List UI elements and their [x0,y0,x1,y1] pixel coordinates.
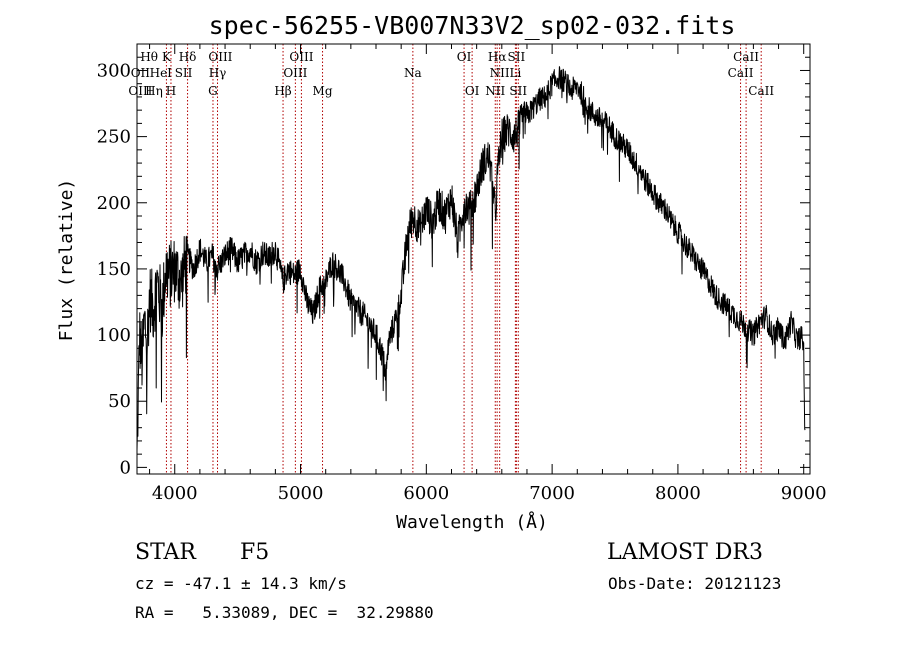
line-label-low-7: NII [485,84,505,98]
line-label-low-6: OI [465,84,480,98]
y-tick-label-2: 100 [97,325,131,346]
line-label-top-1: K [162,50,172,64]
x-tick-label-1: 5000 [278,483,324,504]
redshift-cz: cz = -47.1 ± 14.3 km/s [135,574,347,593]
y-tick-label-0: 0 [120,457,131,478]
x-axis-ticks: 4000 5000 6000 7000 8000 9000 [149,44,827,504]
line-label-low-5: Mg [313,84,333,98]
line-label-top-2: Hδ [179,50,197,64]
line-label-top-6: Hα [488,50,507,64]
survey-name: LAMOST DR3 [607,540,763,565]
y-tick-label-1: 50 [108,391,131,412]
x-tick-label-0: 4000 [152,483,198,504]
y-tick-label-6: 300 [97,60,131,81]
line-label-low-4: Hβ [274,84,291,98]
y-axis-ticks: 0 50 100 150 200 250 300 [97,56,810,478]
line-label-top-4: OIII [289,50,313,64]
object-class: STAR [135,540,196,565]
line-label-top-7: SII [508,50,526,64]
line-label-low-1: Hη [145,84,163,98]
x-tick-label-5: 9000 [781,483,827,504]
line-label-top-3: OIII [208,50,232,64]
line-label-low-9: CaII [748,84,774,98]
x-tick-label-3: 7000 [529,483,575,504]
obs-date: Obs-Date: 20121123 [608,574,782,593]
line-label-mid-3: Hγ [209,66,227,80]
line-label-mid-1: HeI [150,66,173,80]
x-axis-label: Wavelength (Å) [396,511,548,533]
line-label-mid-0: OII [131,66,151,80]
line-label-low-3: G [208,84,218,98]
line-label-mid-5: Na [404,66,422,80]
line-label-mid-7: Li [509,66,521,80]
plot-frame [136,43,811,475]
x-tick-label-4: 8000 [655,483,701,504]
object-subclass: F5 [240,540,270,565]
x-tick-label-2: 6000 [403,483,449,504]
line-label-mid-2: SII [175,66,193,80]
line-label-low-8: SII [509,84,527,98]
y-tick-label-5: 250 [97,127,131,148]
line-label-mid-6: NII [490,66,510,80]
emission-lines [165,44,762,474]
y-tick-label-4: 200 [97,193,131,214]
line-label-top-0: Hθ [140,50,158,64]
line-label-mid-8: CaII [728,66,754,80]
line-label-mid-4: OIII [283,66,307,80]
line-label-low-2: H [166,84,176,98]
line-label-top-5: OI [457,50,472,64]
y-tick-label-3: 150 [97,259,131,280]
coordinates: RA = 5.33089, DEC = 32.29880 [135,603,434,622]
chart-title: spec-56255-VB007N33V2_sp02-032.fits [209,11,736,40]
flux-series [136,66,806,451]
y-axis-label: Flux (relative) [56,179,77,342]
line-label-low-0: OIII [128,84,152,98]
flux-line [136,66,806,451]
line-label-top-8: CaII [733,50,759,64]
